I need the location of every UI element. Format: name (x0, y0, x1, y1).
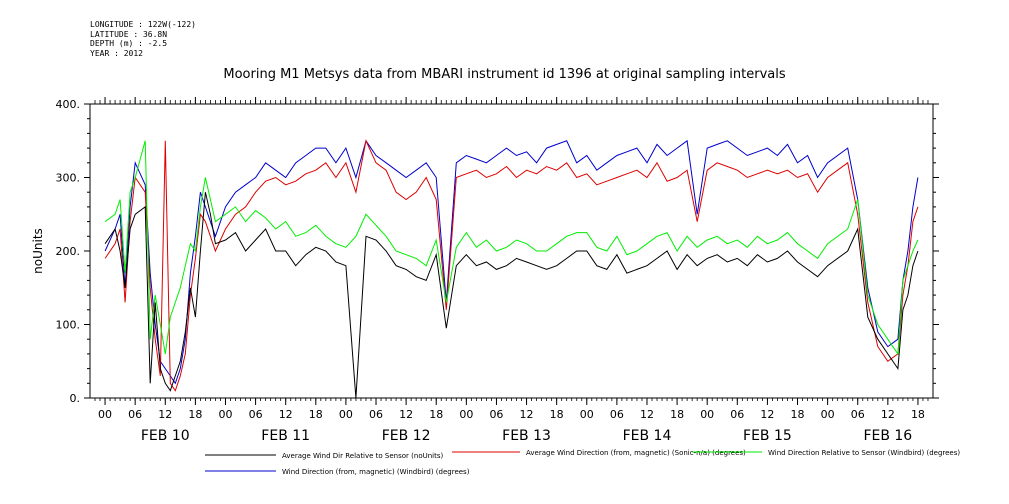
chart-title: Mooring M1 Metsys data from MBARI instru… (223, 67, 786, 82)
x-tick-label: 12 (158, 408, 172, 421)
metadata-block: LONGITUDE : 122W(-122) LATITUDE : 36.8N … (90, 20, 196, 58)
x-tick-label: 18 (550, 408, 564, 421)
x-tick-label: 06 (730, 408, 744, 421)
x-tick-label: 18 (309, 408, 323, 421)
legend-label-1: Average Wind Dir Relative to Sensor (noU… (282, 452, 443, 460)
day-label: FEB 16 (863, 428, 912, 444)
day-label: FEB 12 (382, 428, 431, 444)
series-line-1 (104, 192, 919, 399)
day-label: FEB 15 (743, 428, 792, 444)
year-text: YEAR : 2012 (90, 48, 143, 58)
x-tick-label: 12 (640, 408, 654, 421)
series-line-4 (104, 139, 919, 385)
y-tick-label: 0. (70, 392, 81, 405)
x-tick-label: 12 (881, 408, 895, 421)
x-tick-label: 18 (188, 408, 202, 421)
y-tick-label: 100. (56, 319, 81, 332)
y-tick-label: 300. (56, 172, 81, 185)
x-tick-label: 00 (580, 408, 594, 421)
x-tick-label: 06 (489, 408, 503, 421)
x-tick-label: 06 (851, 408, 865, 421)
x-tick-label: 00 (98, 408, 112, 421)
x-tick-label: 18 (911, 408, 925, 421)
series-line-2 (104, 139, 919, 392)
day-label: FEB 11 (261, 428, 310, 444)
x-tick-label: 06 (128, 408, 142, 421)
x-tick-label: 06 (249, 408, 263, 421)
x-tick-label: 00 (821, 408, 835, 421)
x-tick-label: 00 (700, 408, 714, 421)
day-label: FEB 14 (623, 428, 672, 444)
x-tick-label: 06 (369, 408, 383, 421)
day-label: FEB 13 (502, 428, 551, 444)
x-tick-label: 00 (339, 408, 353, 421)
x-tick-label: 12 (520, 408, 534, 421)
x-tick-label: 18 (791, 408, 805, 421)
longitude-text: LONGITUDE : 122W(-122) (90, 20, 196, 29)
legend-label-2: Average Wind Direction (from, magnetic) … (526, 449, 746, 457)
x-tick-label: 12 (760, 408, 774, 421)
x-tick-label: 00 (218, 408, 232, 421)
legend-label-3: Wind Direction Relative to Sensor (Windb… (768, 449, 960, 457)
latitude-text: LATITUDE : 36.8N (90, 29, 168, 39)
x-tick-label: 18 (429, 408, 443, 421)
x-tick-label: 06 (610, 408, 624, 421)
y-axis-label: noUnits (31, 228, 45, 274)
x-tick-label: 18 (670, 408, 684, 421)
y-tick-label: 400. (56, 98, 81, 111)
depth-text: DEPTH (m) : -2.5 (90, 39, 168, 48)
x-tick-label: 00 (459, 408, 473, 421)
day-label: FEB 10 (141, 428, 190, 444)
y-tick-label: 200. (56, 245, 81, 258)
legend-label-4: Wind Direction (from, magnetic) (Windbir… (282, 468, 470, 476)
x-tick-label: 12 (279, 408, 293, 421)
series-line-3 (104, 140, 919, 356)
plot-frame (89, 103, 934, 399)
x-tick-label: 12 (399, 408, 413, 421)
